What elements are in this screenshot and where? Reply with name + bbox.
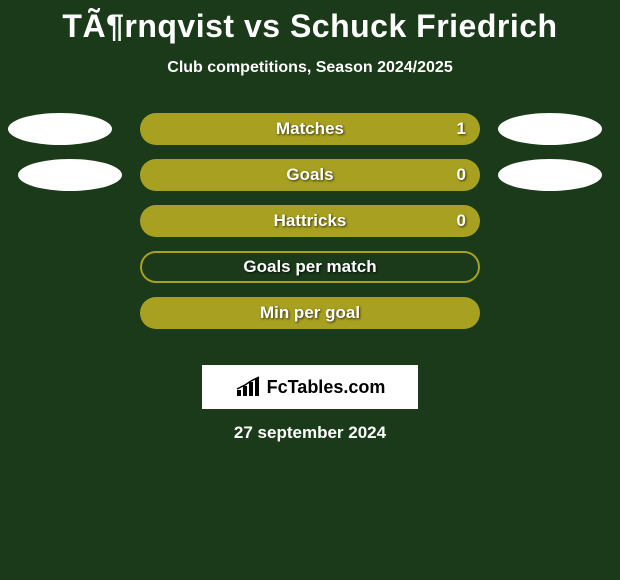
bar-row-gpm: Goals per match [0, 251, 620, 283]
bar-value-2: 0 [457, 211, 466, 231]
bar-value-1: 0 [457, 165, 466, 185]
bar-label-0: Matches [276, 119, 344, 139]
ellipse-left-1 [18, 159, 122, 191]
bar-row-matches: Matches 1 [0, 113, 620, 145]
bar-label-2: Hattricks [274, 211, 347, 231]
bar-goals: Goals 0 [140, 159, 480, 191]
page-title: TÃ¶rnqvist vs Schuck Friedrich [62, 8, 557, 45]
bar-gpm: Goals per match [140, 251, 480, 283]
bar-label-3: Goals per match [243, 257, 376, 277]
ellipse-right-1 [498, 159, 602, 191]
bar-label-1: Goals [286, 165, 333, 185]
bar-row-mpg: Min per goal [0, 297, 620, 329]
bar-hattricks: Hattricks 0 [140, 205, 480, 237]
logo-box[interactable]: FcTables.com [202, 365, 418, 409]
logo-chart-icon [235, 376, 263, 398]
bar-mpg: Min per goal [140, 297, 480, 329]
logo-text: FcTables.com [267, 377, 386, 398]
date: 27 september 2024 [234, 423, 386, 443]
subtitle: Club competitions, Season 2024/2025 [167, 59, 452, 77]
ellipse-right-0 [498, 113, 602, 145]
bar-matches: Matches 1 [140, 113, 480, 145]
ellipse-left-0 [8, 113, 112, 145]
bar-row-goals: Goals 0 [0, 159, 620, 191]
bar-row-hattricks: Hattricks 0 [0, 205, 620, 237]
bar-label-4: Min per goal [260, 303, 360, 323]
logo-inner: FcTables.com [235, 376, 386, 398]
comparison-card: TÃ¶rnqvist vs Schuck Friedrich Club comp… [0, 0, 620, 443]
bar-value-0: 1 [457, 119, 466, 139]
